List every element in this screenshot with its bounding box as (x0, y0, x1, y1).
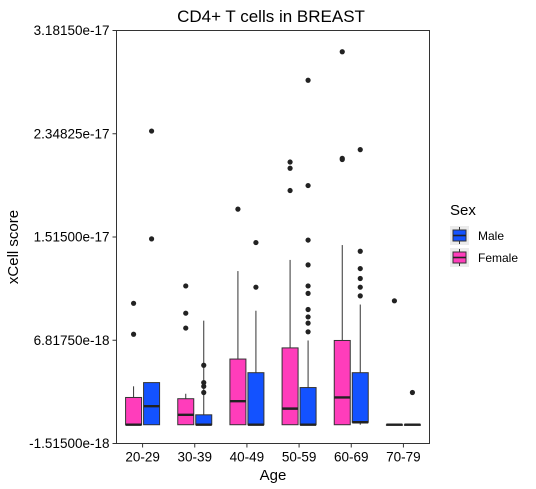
box-body (333, 339, 351, 426)
outlier-point (305, 237, 311, 243)
box-body (229, 358, 247, 426)
box-male-30-39 (195, 320, 213, 426)
plot-panel (116, 30, 430, 444)
outlier-point (287, 165, 293, 171)
legend-key-male: Male (450, 226, 504, 245)
outlier-point (339, 49, 345, 55)
outlier-point (287, 187, 293, 194)
outlier-point (130, 331, 137, 337)
outlier-point (305, 306, 311, 313)
box-body (143, 382, 161, 426)
y-axis-title: xCell score (5, 210, 22, 284)
outlier-point (183, 325, 189, 331)
box-female-20-29 (125, 300, 143, 426)
y-tick-label: 3.18150e-17 (34, 23, 110, 38)
box-female-40-49 (229, 206, 247, 426)
outlier-point (148, 128, 155, 134)
box-male-50-59 (299, 77, 317, 426)
x-tick-label: 30-39 (177, 450, 212, 465)
legend: Sex Male Female (450, 202, 518, 267)
x-tick-label: 70-79 (386, 450, 421, 465)
y-tick-label: 1.51500e-17 (34, 230, 110, 245)
box-male-40-49 (247, 239, 265, 426)
outlier-point (357, 293, 363, 299)
legend-label: Female (478, 251, 518, 265)
box-body (195, 414, 213, 426)
outlier-point (201, 383, 207, 389)
outlier-point (305, 290, 311, 296)
outlier-point (357, 248, 363, 254)
outlier-point (305, 182, 311, 189)
boxes-layer (125, 49, 421, 426)
box-body (125, 396, 143, 426)
box-female-50-59 (281, 159, 299, 426)
outlier-point (305, 329, 311, 335)
outlier-point (287, 159, 293, 165)
box-body (281, 347, 299, 426)
outlier-point (391, 298, 398, 304)
x-axis-title: Age (260, 467, 287, 484)
outlier-point (201, 389, 207, 396)
chart-title: CD4+ T cells in BREAST (177, 7, 365, 26)
outlier-point (183, 283, 189, 289)
box-body (247, 372, 265, 426)
y-axis: -1.51500e-18 6.81750e-18 1.51500e-17 2.3482… (29, 23, 117, 451)
outlier-point (201, 379, 207, 386)
box-body (351, 372, 369, 423)
outlier-point (409, 389, 416, 396)
box-male-60-69 (351, 147, 369, 425)
outlier-point (339, 155, 345, 161)
outlier-point (253, 284, 259, 290)
y-tick-label: -1.51500e-18 (29, 436, 109, 451)
box-female-60-69 (333, 49, 351, 426)
outlier-point (357, 275, 363, 282)
box-male-70-79 (403, 389, 421, 426)
box-body (299, 387, 317, 426)
box-female-30-39 (177, 283, 195, 426)
x-tick-label: 20-29 (125, 450, 160, 465)
outlier-point (305, 283, 311, 289)
outlier-point (357, 265, 363, 272)
outlier-point (305, 262, 311, 268)
y-tick-label: 6.81750e-18 (34, 333, 110, 348)
outlier-point (235, 206, 241, 212)
legend-key-female: Female (450, 248, 518, 267)
x-tick-label: 60-69 (334, 450, 369, 465)
y-tick-label: 2.34825e-17 (34, 126, 110, 141)
box-body (177, 398, 195, 426)
outlier-point (253, 239, 259, 246)
legend-title: Sex (450, 202, 476, 219)
outlier-point (130, 300, 137, 306)
outlier-point (201, 362, 207, 368)
outlier-point (305, 314, 311, 320)
box-female-70-79 (385, 298, 403, 426)
outlier-point (305, 77, 311, 83)
outlier-point (148, 236, 155, 242)
outlier-point (183, 310, 189, 316)
x-axis: 20-29 30-39 40-49 50-59 60-69 70-79 (125, 443, 421, 465)
outlier-point (357, 284, 363, 290)
x-tick-label: 40-49 (230, 450, 265, 465)
outlier-point (357, 147, 363, 153)
box-male-20-29 (143, 128, 161, 426)
legend-label: Male (478, 229, 504, 243)
x-tick-label: 50-59 (282, 450, 317, 465)
outlier-point (305, 320, 311, 326)
